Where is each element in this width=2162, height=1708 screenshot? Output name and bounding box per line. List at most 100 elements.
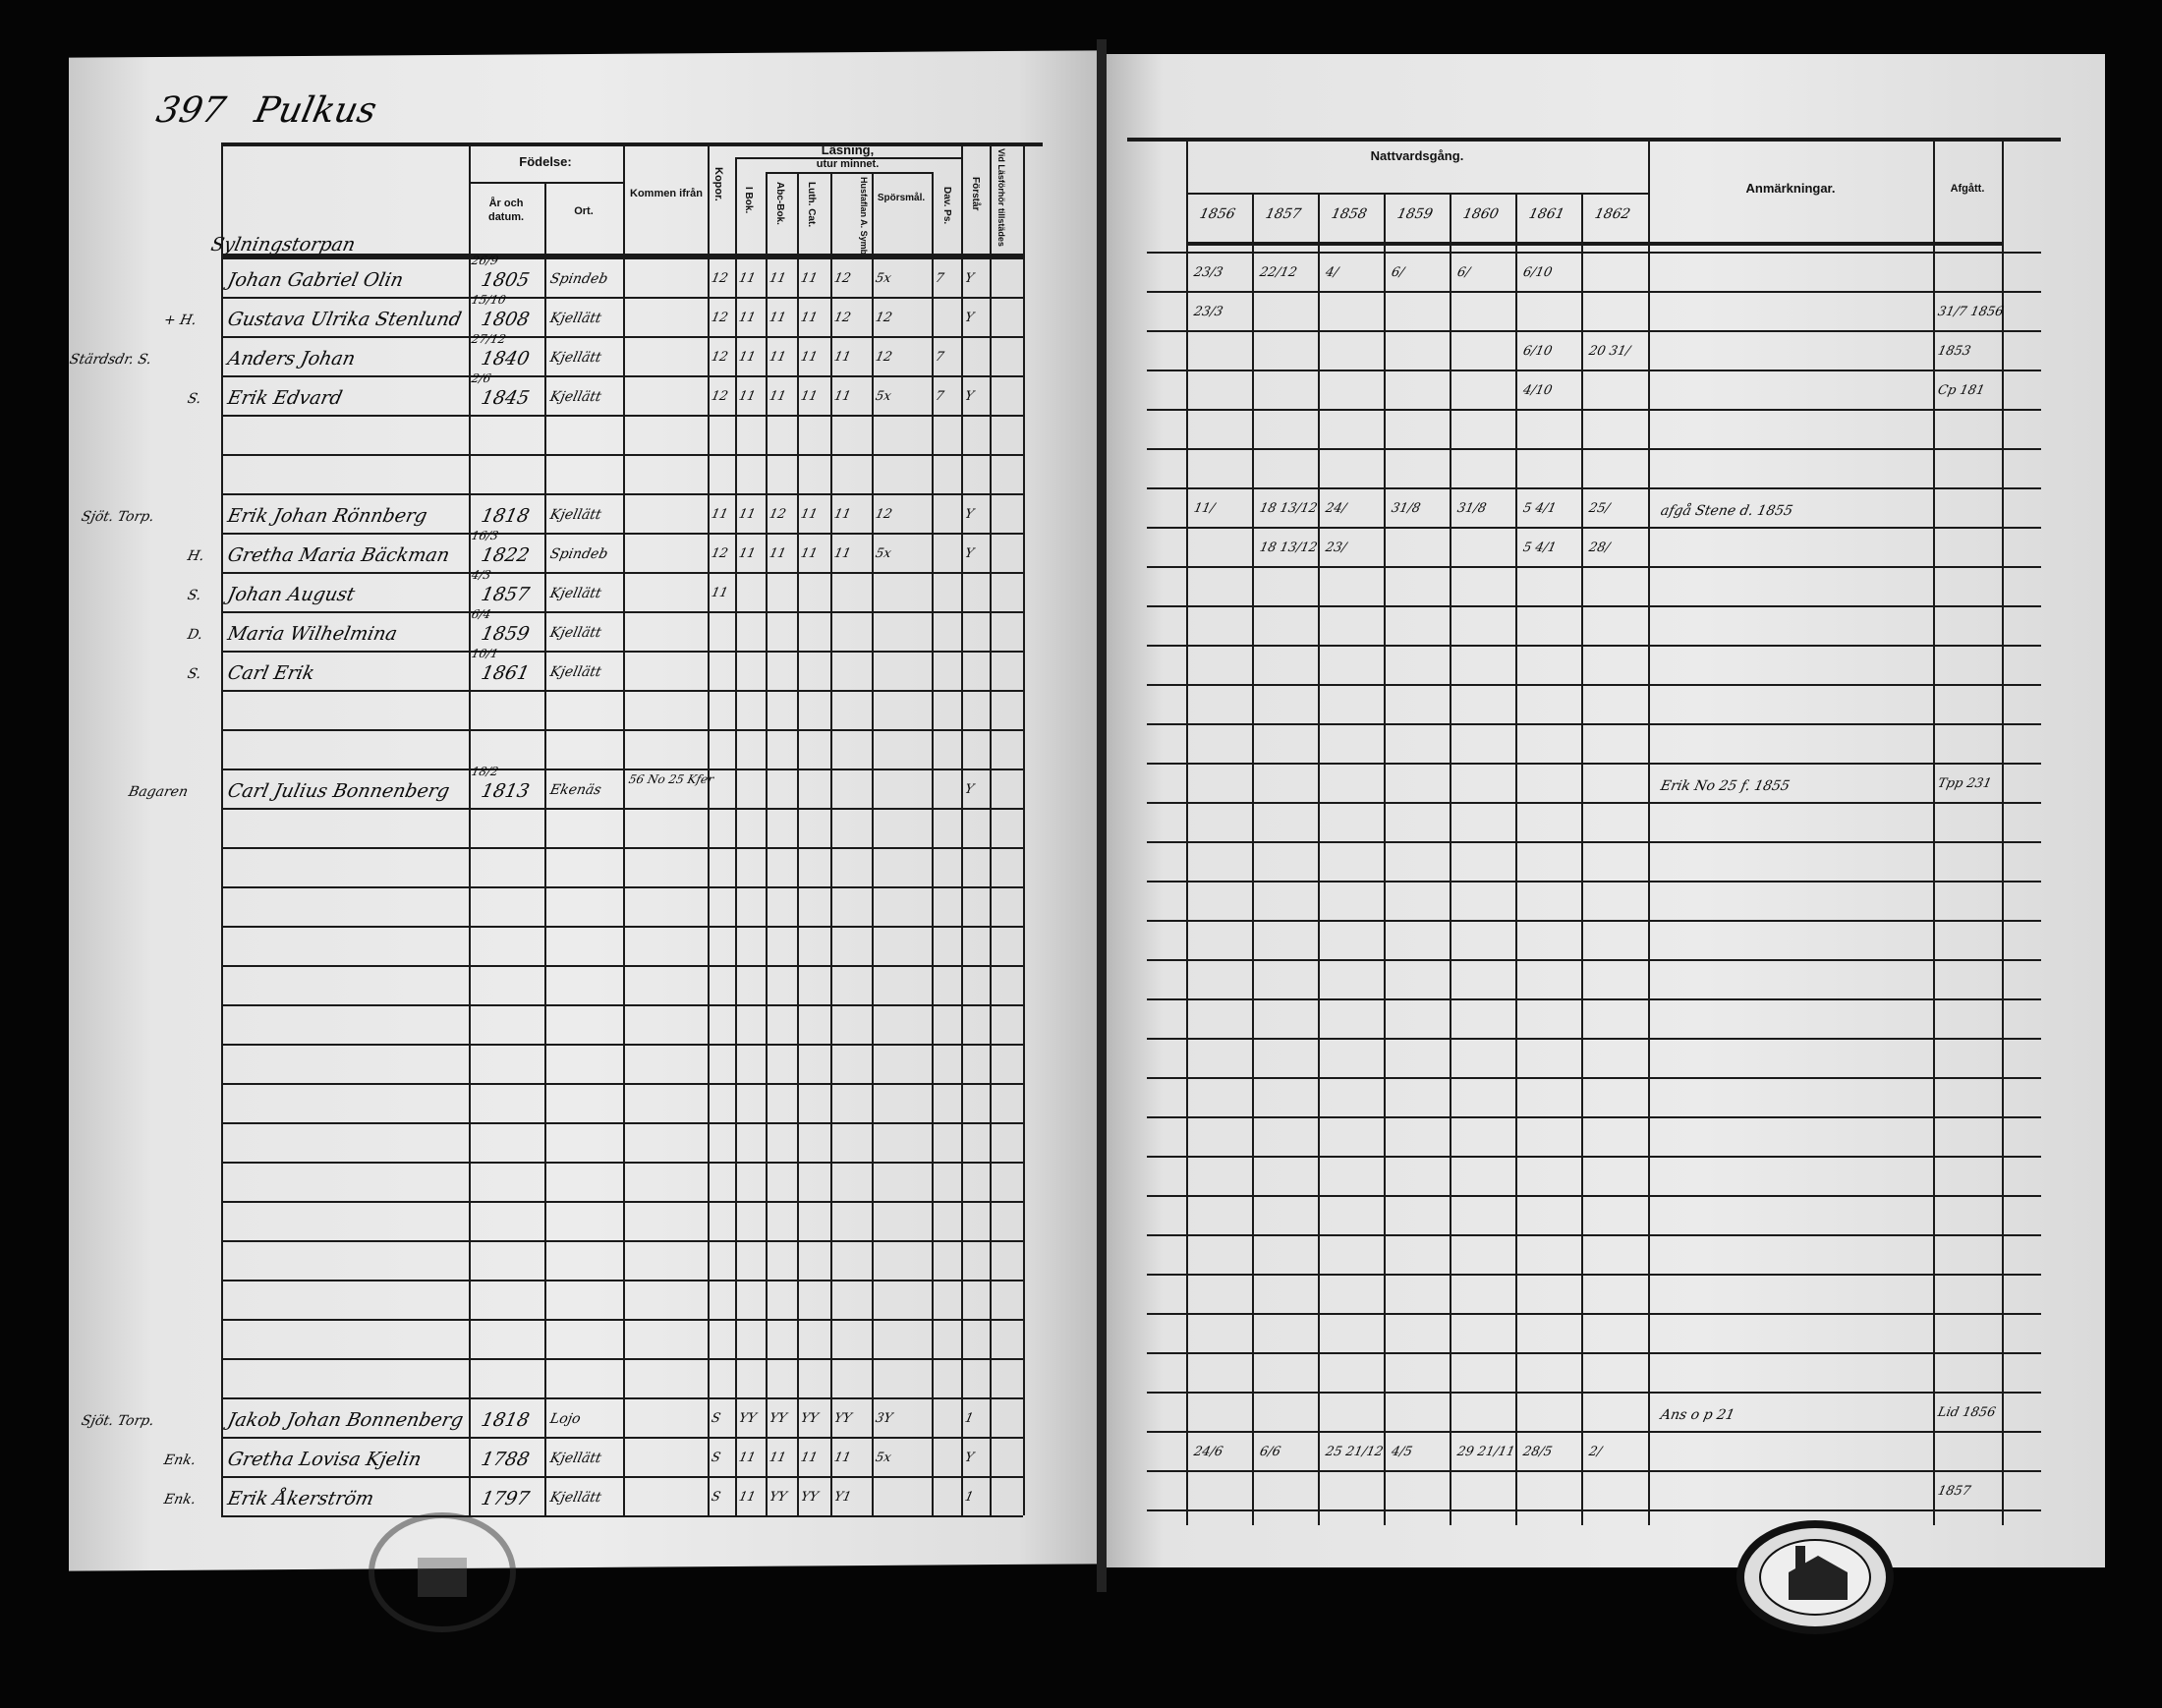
entry-prefix: Bagaren	[127, 784, 190, 800]
entry-remark: Erik No 25 f. 1855	[1659, 778, 1792, 794]
header-luth: Luth. Cat.	[806, 182, 817, 228]
row-rule	[221, 1083, 1023, 1085]
column-rule	[1450, 193, 1451, 1525]
entry-birth-year: 1857	[479, 584, 532, 605]
reading-mark: 11	[832, 507, 853, 522]
entry-name: Gretha Lovisa Kjelin	[225, 1449, 424, 1470]
row-rule	[1147, 763, 2041, 765]
reading-mark: 11	[832, 546, 853, 561]
column-rule	[1186, 138, 1188, 1525]
communion-mark: 18 13/12	[1258, 501, 1319, 516]
reading-mark: 12	[768, 507, 788, 522]
entry-birth-year: 1805	[479, 269, 532, 291]
column-rule	[623, 142, 625, 1515]
reading-mark: 11	[799, 546, 820, 561]
communion-mark: 18 13/12	[1258, 541, 1319, 555]
reading-mark: 11	[737, 271, 758, 286]
reading-mark: 7	[934, 350, 945, 365]
column-rule	[1515, 193, 1517, 1525]
column-rule	[797, 172, 799, 1515]
column-rule	[469, 142, 471, 1515]
communion-mark: 6/10	[1521, 265, 1554, 280]
reading-mark: 11	[768, 1451, 788, 1465]
entry-prefix: S.	[186, 666, 203, 682]
header-lasning: Läsning,	[821, 142, 875, 157]
reading-mark: S	[710, 1411, 722, 1426]
row-rule	[1147, 291, 2041, 293]
header-i-bok: I Bok.	[743, 187, 754, 214]
entry-birth-date: 6/4	[470, 607, 492, 621]
reading-mark: 7	[934, 389, 945, 404]
reading-mark: 11	[737, 507, 758, 522]
header-utur-minnet: utur minnet.	[816, 158, 880, 170]
reading-mark: Y	[963, 271, 976, 286]
entry-name: Johan August	[225, 584, 357, 605]
reading-mark: 11	[737, 1451, 758, 1465]
header-vid-lasforhor: Vid Läsförhör tillstädes	[996, 147, 1006, 247]
column-rule	[1648, 138, 1650, 1525]
communion-mark: 5 4/1	[1521, 541, 1558, 555]
entry-birth-date: 27/12	[470, 332, 508, 346]
entry-birth-place: Ekenäs	[548, 782, 603, 798]
header-nattvard: Nattvardsgång.	[1370, 148, 1464, 163]
archive-stamp-right	[1736, 1520, 1894, 1634]
row-rule	[1147, 605, 2041, 607]
row-rule	[221, 1044, 1023, 1046]
reading-mark: 11	[799, 507, 820, 522]
communion-mark: 5 4/1	[1521, 501, 1558, 516]
row-rule	[1147, 1431, 2041, 1433]
row-rule	[1147, 448, 2041, 450]
entry-kommen-fran: 56 No 25 Kfer	[627, 772, 715, 786]
row-rule	[221, 1437, 1023, 1439]
communion-mark: 23/3	[1192, 305, 1224, 319]
entry-birth-year: 1840	[479, 348, 532, 370]
reading-mark: 7	[934, 271, 945, 286]
reading-mark: Y	[963, 1451, 976, 1465]
header-anmarkningar: Anmärkningar.	[1745, 181, 1836, 196]
row-rule	[1147, 684, 2041, 686]
row-rule	[1147, 409, 2041, 411]
entry-name: Erik Åkerström	[225, 1488, 376, 1509]
entry-birth-place: Kjellätt	[548, 389, 603, 405]
reading-mark: 12	[710, 389, 730, 404]
row-rule	[1147, 1274, 2041, 1276]
reading-mark: 12	[832, 271, 853, 286]
entry-name: Gretha Maria Bäckman	[225, 544, 452, 566]
header-forstar: Förstår	[970, 177, 981, 211]
communion-mark: 4/5	[1390, 1445, 1414, 1459]
row-rule	[1147, 1234, 2041, 1236]
year-header-1860: 1860	[1461, 206, 1501, 222]
communion-mark: 24/	[1324, 501, 1348, 516]
entry-birth-year: 1845	[479, 387, 532, 409]
reading-mark: 12	[710, 271, 730, 286]
entry-birth-place: Spindeb	[548, 271, 609, 287]
entry-birth-place: Kjellätt	[548, 1451, 603, 1466]
column-rule	[932, 172, 934, 1515]
row-rule	[221, 965, 1023, 967]
entry-afgatt: Lid 1856	[1936, 1405, 1997, 1420]
reading-mark: 11	[832, 1451, 853, 1465]
reading-mark: S	[710, 1490, 722, 1505]
row-rule	[221, 886, 1023, 888]
entry-name: Gustava Ulrika Stenlund	[225, 309, 464, 330]
entry-birth-place: Kjellätt	[548, 664, 603, 680]
right-header-bottom-rule	[1186, 242, 2002, 246]
reading-mark: 12	[874, 507, 894, 522]
reading-mark: 11	[768, 271, 788, 286]
row-rule	[1147, 487, 2041, 489]
nattvard-rule	[1186, 193, 1648, 195]
row-rule	[221, 1476, 1023, 1478]
reading-mark: YY	[799, 1490, 820, 1505]
entry-birth-date: 4/3	[470, 568, 492, 582]
row-rule	[221, 926, 1023, 928]
column-rule	[1581, 193, 1583, 1525]
reading-mark: Y	[963, 507, 976, 522]
entry-birth-year: 1788	[479, 1449, 532, 1470]
header-bottom-rule	[221, 254, 1023, 257]
row-rule	[221, 533, 1023, 535]
row-rule	[1147, 1116, 2041, 1118]
section-label: Sylningstorpan	[208, 234, 358, 256]
reading-mark: 11	[799, 311, 820, 325]
entry-birth-year: 1797	[479, 1488, 532, 1509]
